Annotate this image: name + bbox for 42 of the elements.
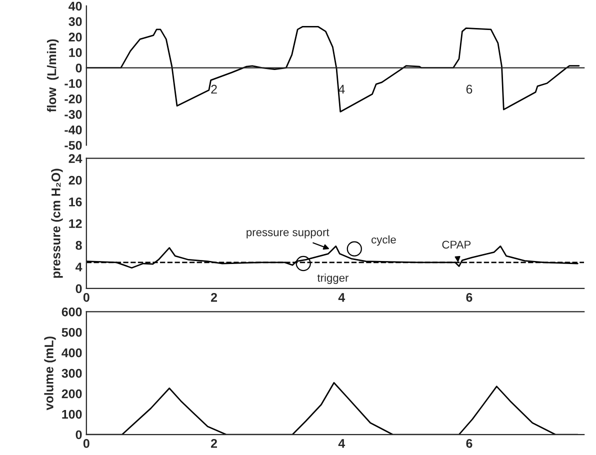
y-tick-label: -50 [64,140,82,150]
x-tick-label: 4 [338,84,345,94]
y-tick-label: 0 [76,430,82,440]
annotation: trigger [317,274,349,284]
y-tick-label: 10 [69,48,82,57]
annotation: pressure support [246,228,330,238]
x-tick-label: 4 [338,439,346,448]
annotation: cycle [372,235,396,246]
y-tick-label: 300 [62,368,82,378]
y-tick-label: 0 [76,284,82,294]
y-tick-label: -20 [64,94,82,104]
x-tick-label: 2 [210,439,217,448]
y-tick-label: 40 [68,2,82,11]
y-tick-label: 20 [68,32,82,42]
y-tick-label: 600 [62,307,82,316]
y-tick-label: 400 [62,348,82,358]
x-tick-label: 0 [83,292,90,302]
y-tick-label: 16 [69,198,82,206]
y-axis-title: pressure (cm H₂O) [51,168,63,278]
y-tick-label: 4 [75,262,82,272]
y-tick-label: 200 [62,389,82,398]
x-tick-label: 2 [211,84,217,94]
x-tick-label: 6 [466,439,472,448]
y-axis-title: flow (L/min) [46,39,59,112]
annotation: CPAP [442,240,471,249]
y-tick-label: -30 [64,110,82,119]
x-tick-label: 6 [466,84,472,94]
y-tick-label: 12 [69,219,82,228]
y-tick-label: 30 [68,17,82,26]
y-tick-label: 24 [68,154,82,163]
y-axis-title: volume (mL) [44,336,56,410]
y-tick-label: -40 [64,125,82,134]
y-tick-label: 8 [76,240,82,250]
y-tick-label: 500 [62,328,82,337]
x-tick-label: 0 [83,439,90,448]
x-tick-label: 6 [466,292,472,302]
y-tick-label: 100 [62,410,82,419]
y-tick-label: 20 [68,176,82,185]
x-tick-label: 4 [338,293,346,302]
x-tick-label: 2 [210,292,217,302]
y-tick-label: 0 [76,64,82,72]
y-tick-label: -10 [64,79,82,88]
